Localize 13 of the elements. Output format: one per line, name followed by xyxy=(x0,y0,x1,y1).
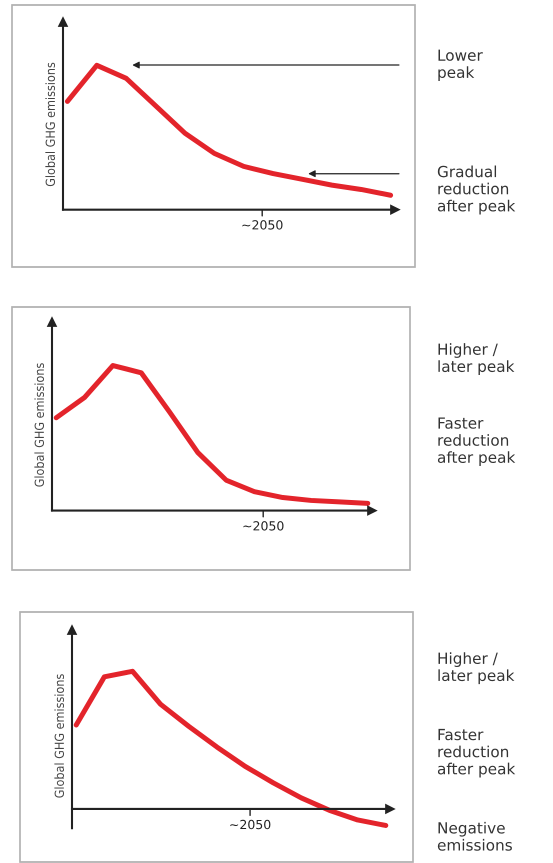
text: Negative emissions xyxy=(438,822,512,851)
text: ~2050 xyxy=(243,521,284,531)
y-axis-title: Global GHG emissions xyxy=(45,62,56,186)
annotation: ~2050 xyxy=(230,820,270,830)
text: Faster reduction after peak xyxy=(438,728,516,778)
text: ~2050 xyxy=(242,220,283,230)
y-axis-title: Global GHG emissions xyxy=(54,674,64,798)
text: Higher / later peak xyxy=(438,652,514,684)
text: Lower peak xyxy=(438,50,483,81)
y-axis-title: Global GHG emissions xyxy=(34,363,44,487)
text: Faster reduction after peak xyxy=(438,417,516,466)
text: Higher / later peak xyxy=(438,343,514,376)
text: Gradual reduction after peak xyxy=(438,166,516,214)
